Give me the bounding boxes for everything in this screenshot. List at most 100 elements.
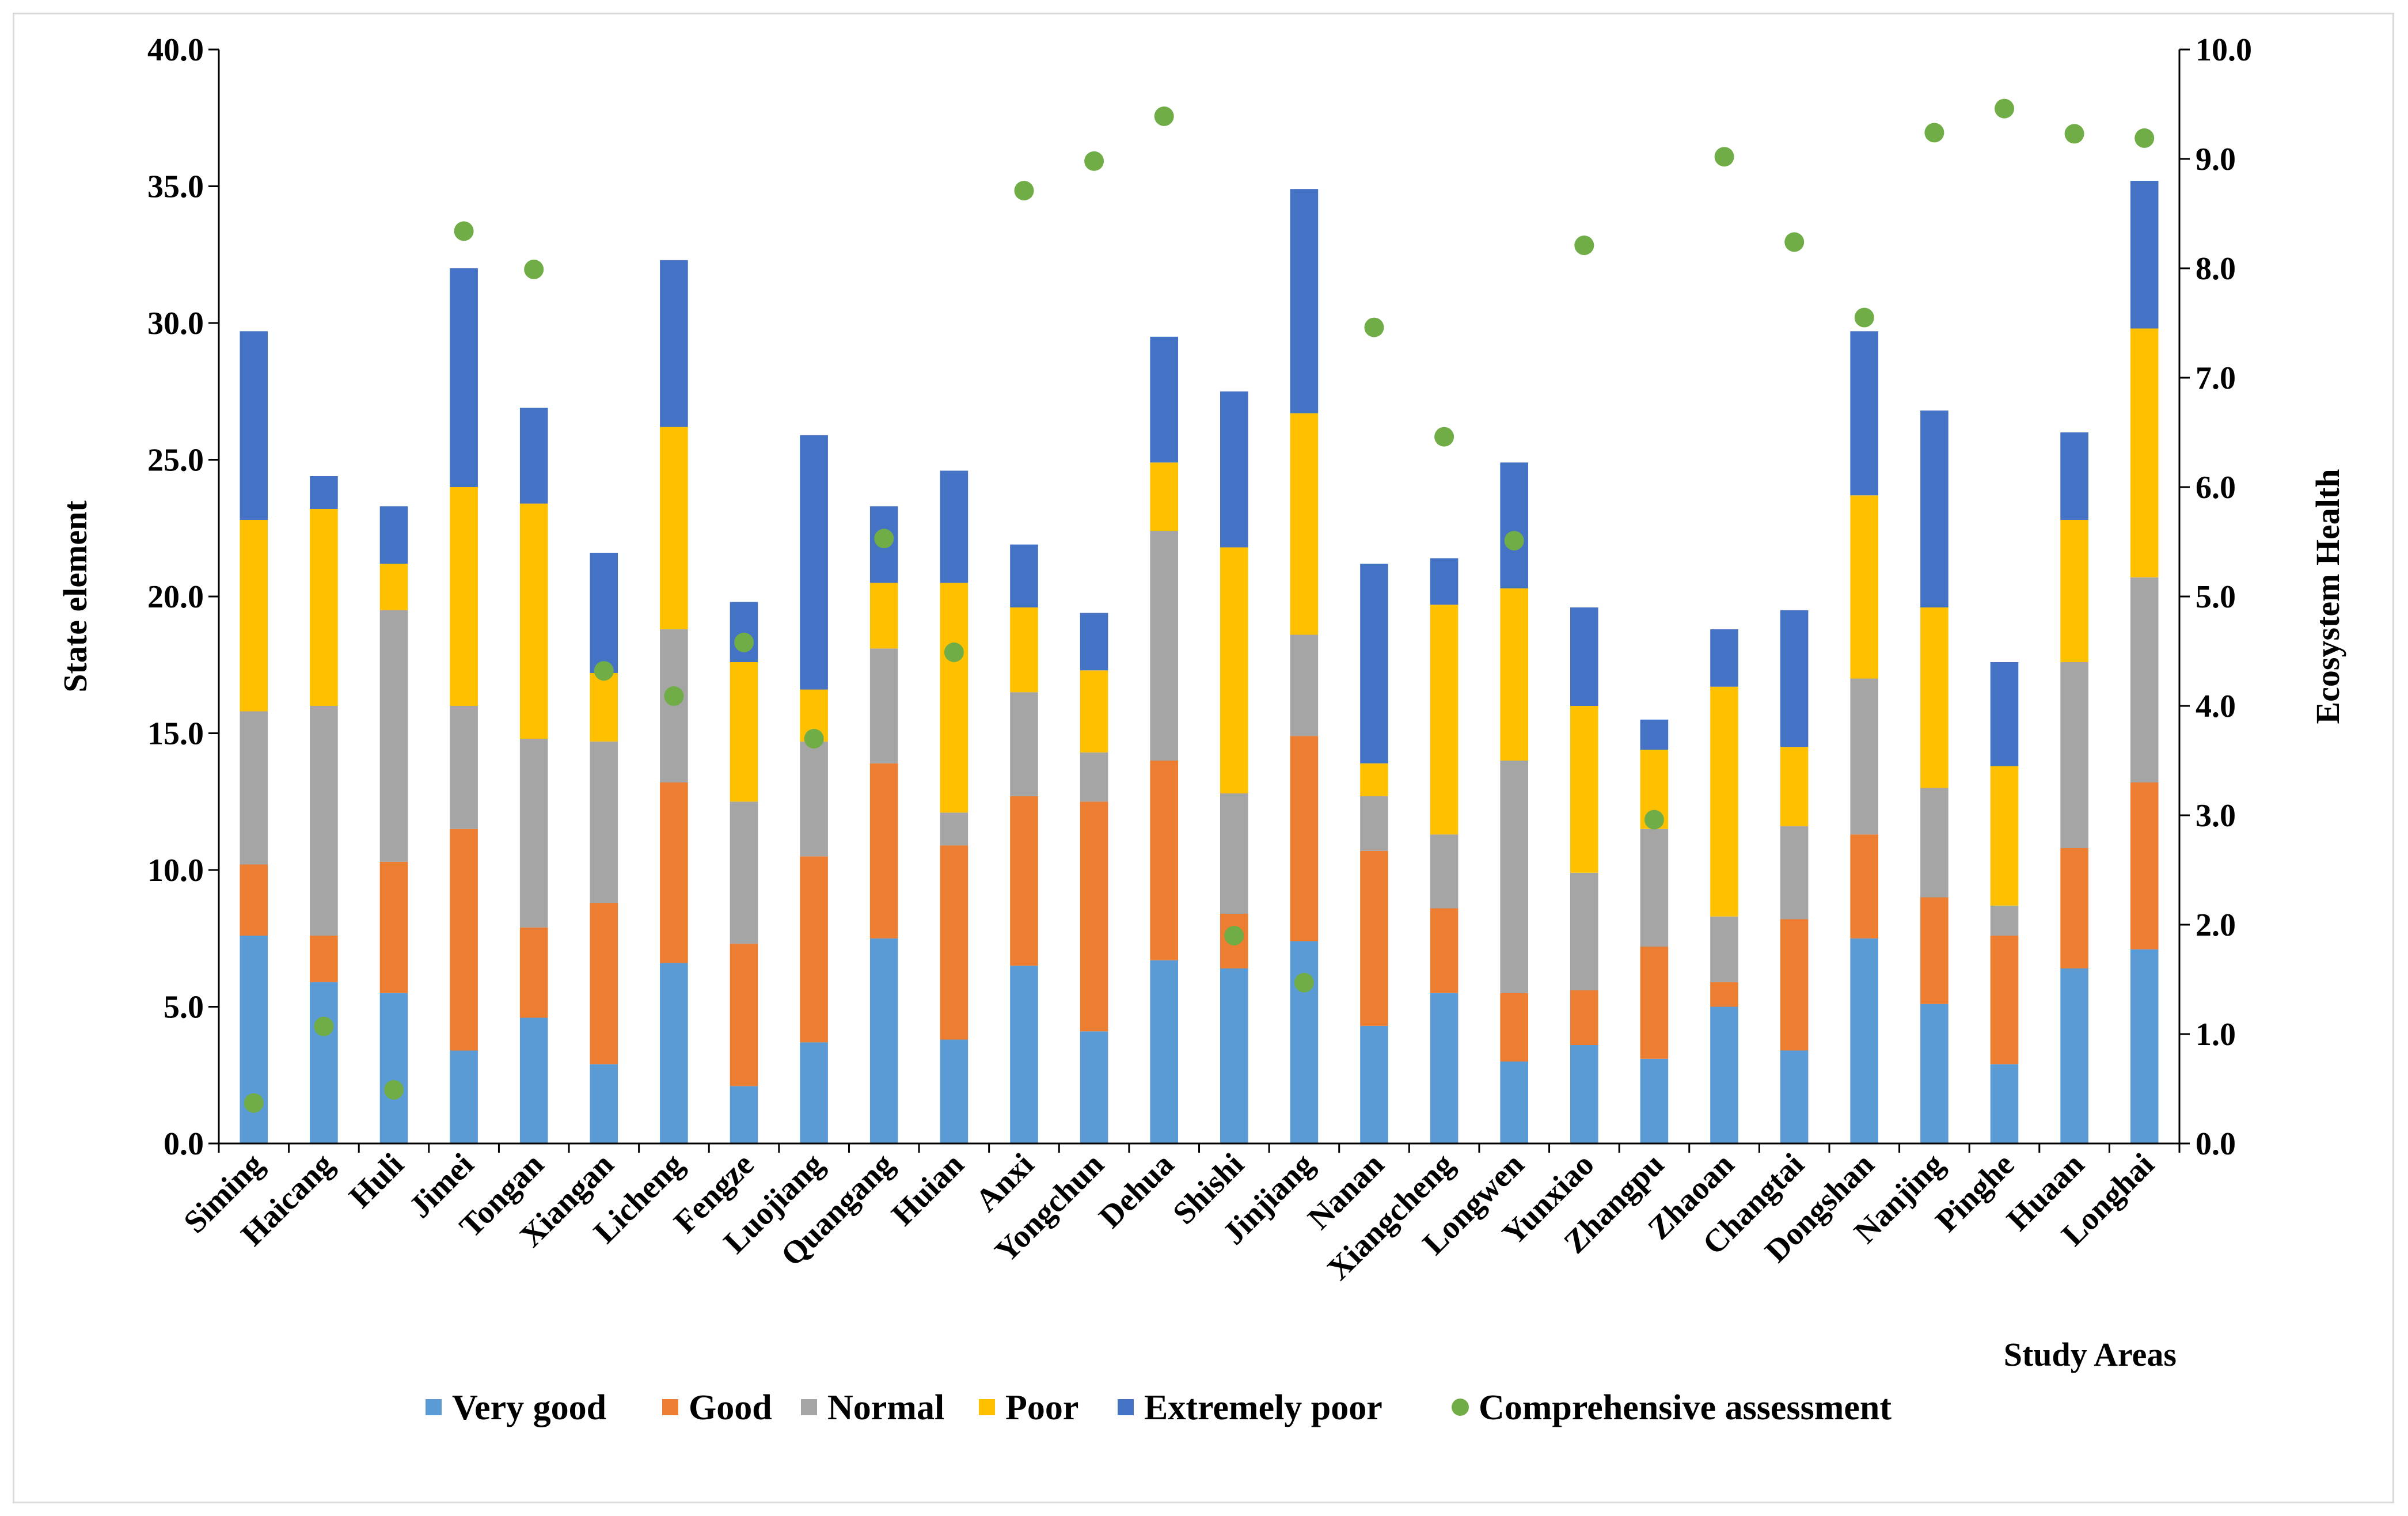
bar-segment-poor xyxy=(1850,495,1878,679)
bar-segment-poor xyxy=(240,520,268,712)
bar-segment-very-good xyxy=(310,982,338,1144)
assessment-point xyxy=(384,1080,404,1100)
assessment-point xyxy=(804,729,824,748)
y2-tick-label: 7.0 xyxy=(2196,360,2236,396)
bar-segment-poor xyxy=(519,503,548,739)
bar-segment-extremely-poor xyxy=(1570,607,1598,706)
y2-axis-title: Ecosystem Health xyxy=(2309,469,2346,724)
bar-segment-very-good xyxy=(2130,949,2159,1144)
legend-label: Extremely poor xyxy=(1144,1388,1382,1427)
legend-label: Good xyxy=(689,1388,772,1427)
assessment-point xyxy=(1154,106,1174,126)
legend-label: Poor xyxy=(1005,1388,1078,1427)
bar-segment-extremely-poor xyxy=(519,408,548,504)
bar-segment-good xyxy=(1780,919,1809,1051)
y-tick-label: 10.0 xyxy=(147,853,204,888)
bar-segment-normal xyxy=(1640,829,1669,947)
bar-segment-poor xyxy=(1710,686,1738,917)
bar-segment-extremely-poor xyxy=(800,435,828,690)
bar-segment-normal xyxy=(1220,793,1248,914)
bar-segment-good xyxy=(1640,947,1669,1059)
bar-segment-normal xyxy=(940,812,968,846)
bar-segment-good xyxy=(379,861,408,993)
legend-label: Very good xyxy=(452,1388,606,1427)
bar-segment-normal xyxy=(1010,692,1038,796)
bar-segment-normal xyxy=(2130,577,2159,782)
bar-segment-poor xyxy=(1290,413,1319,635)
points-layer xyxy=(244,98,2155,1113)
assessment-point xyxy=(874,529,894,549)
bar-segment-normal xyxy=(1990,905,2019,936)
bar-segment-normal xyxy=(660,629,688,782)
legend-item-poor: Poor xyxy=(979,1388,1078,1427)
bar-segment-very-good xyxy=(1850,938,1878,1144)
x-tick-label: Pinghe xyxy=(1929,1146,2021,1238)
assessment-point xyxy=(664,686,684,706)
assessment-point xyxy=(594,661,614,681)
bar-segment-poor xyxy=(1010,607,1038,693)
assessment-point xyxy=(1924,123,1944,143)
bar-segment-normal xyxy=(1500,761,1528,993)
bar-segment-normal xyxy=(1780,826,1809,920)
bar-segment-poor xyxy=(660,427,688,629)
bar-segment-good xyxy=(1850,834,1878,939)
assessment-point xyxy=(2064,124,2084,144)
assessment-point xyxy=(2134,128,2155,148)
bar-segment-good xyxy=(2060,848,2088,968)
bar-segment-very-good xyxy=(1640,1058,1669,1144)
x-tick-label: Huian xyxy=(885,1146,971,1232)
bar-segment-good xyxy=(1500,993,1528,1062)
bar-segment-poor xyxy=(1360,763,1388,796)
bar-segment-extremely-poor xyxy=(1920,411,1949,607)
legend-swatch xyxy=(979,1399,995,1415)
assessment-point xyxy=(1854,307,1874,328)
y-tick-label: 15.0 xyxy=(147,716,204,752)
bar-segment-poor xyxy=(1920,607,1949,788)
y-tick-label: 30.0 xyxy=(147,306,204,341)
assessment-point xyxy=(454,221,474,241)
bar-segment-normal xyxy=(240,711,268,865)
bar-segment-normal xyxy=(730,801,758,944)
x-tick-label: Huli xyxy=(343,1146,411,1215)
bar-segment-very-good xyxy=(869,938,898,1144)
bar-segment-good xyxy=(869,763,898,939)
bar-segment-poor xyxy=(2130,328,2159,577)
bar-segment-poor xyxy=(1780,747,1809,827)
bar-segment-poor xyxy=(2060,520,2088,662)
bar-segment-very-good xyxy=(1360,1025,1388,1144)
bar-segment-very-good xyxy=(1920,1004,1949,1144)
bar-segment-very-good xyxy=(1570,1045,1598,1143)
y2-tick-label: 9.0 xyxy=(2196,142,2236,177)
bar-segment-normal xyxy=(1710,916,1738,982)
legend: Very good Good Normal Poor Extremely poor Com… xyxy=(426,1388,1892,1427)
bar-segment-normal xyxy=(590,741,618,903)
y-axis-title: State element xyxy=(56,500,94,693)
bar-segment-very-good xyxy=(2060,968,2088,1143)
bar-segment-normal xyxy=(379,610,408,862)
bar-segment-very-good xyxy=(1780,1050,1809,1143)
bar-segment-poor xyxy=(1430,605,1459,835)
y-tick-label: 0.0 xyxy=(164,1126,204,1162)
bar-segment-extremely-poor xyxy=(1710,629,1738,687)
bar-segment-poor xyxy=(730,662,758,802)
assessment-point xyxy=(1504,531,1524,551)
bar-segment-normal xyxy=(1290,634,1319,736)
bar-segment-normal xyxy=(2060,662,2088,848)
bar-segment-very-good xyxy=(1290,941,1319,1143)
assessment-point xyxy=(944,642,964,662)
assessment-point xyxy=(1224,926,1244,945)
bar-segment-very-good xyxy=(379,993,408,1144)
bar-segment-extremely-poor xyxy=(1220,391,1248,548)
bar-segment-good xyxy=(1010,796,1038,966)
bar-segment-normal xyxy=(310,706,338,936)
bar-segment-good xyxy=(940,845,968,1040)
legend-item-very-good: Very good xyxy=(426,1388,606,1427)
bar-segment-good xyxy=(730,944,758,1086)
assessment-point xyxy=(1434,427,1454,447)
legend-item-good: Good xyxy=(662,1388,772,1427)
bar-segment-poor xyxy=(379,564,408,610)
bar-segment-extremely-poor xyxy=(1150,336,1178,463)
x-tick-label: Dehua xyxy=(1092,1146,1181,1235)
bar-segment-poor xyxy=(1990,766,2019,906)
bar-segment-good xyxy=(1990,936,2019,1065)
